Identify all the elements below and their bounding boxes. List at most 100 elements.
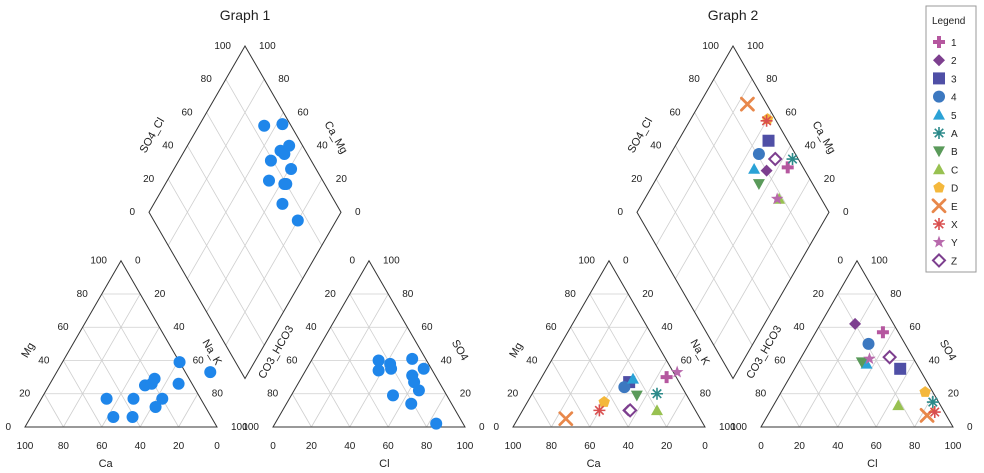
grid-line — [713, 178, 811, 346]
sample-anion-point — [372, 354, 385, 367]
legend-label-2: 2 — [951, 56, 957, 67]
tick-label: 80 — [201, 74, 213, 85]
tick-label: 80 — [689, 74, 701, 85]
grid-line — [551, 360, 591, 428]
series-5-cation-point — [627, 372, 639, 384]
tick-label: 100 — [719, 422, 736, 433]
tick-label: 60 — [669, 107, 681, 118]
tick-label: 20 — [661, 441, 673, 452]
legend-label-1: 1 — [951, 38, 957, 49]
legend-label-c: C — [951, 165, 958, 176]
grid-line — [101, 327, 160, 428]
tick-label: 40 — [623, 441, 635, 452]
series-1-anion-point — [876, 326, 889, 339]
series-e-diamond-point — [740, 96, 755, 112]
grid-line — [655, 79, 753, 246]
tick-label: 100 — [383, 256, 400, 267]
sample-cation-point — [156, 392, 169, 405]
tick-label: 0 — [617, 207, 623, 218]
tick-label: 0 — [214, 441, 220, 452]
series-y-anion-point — [863, 352, 876, 365]
tick-label: 0 — [702, 441, 708, 452]
tick-label: 40 — [317, 141, 329, 152]
tick-label: 100 — [945, 441, 962, 452]
grid-line — [779, 393, 800, 428]
legend-title: Legend — [932, 16, 965, 27]
tick-label: 60 — [96, 441, 108, 452]
tick-label: 60 — [421, 322, 433, 333]
graph-2-title: Graph 2 — [708, 7, 759, 23]
grid-line — [694, 112, 791, 279]
axis-title-so4: SO4 — [449, 338, 470, 363]
series-b-diamond-point — [752, 179, 765, 190]
tick-label: 0 — [843, 207, 849, 218]
legend-label-z: Z — [951, 256, 957, 267]
grid-line — [167, 79, 265, 246]
sample-diamond-point — [276, 197, 289, 210]
tick-label: 20 — [507, 389, 519, 400]
tick-label: 60 — [584, 441, 596, 452]
axis-title-so4: SO4 — [937, 338, 958, 363]
series-d-anion-point — [919, 386, 931, 397]
legend-marker-3 — [933, 72, 945, 85]
tick-label: 0 — [5, 422, 11, 433]
tick-label: 20 — [824, 174, 836, 185]
series-z-cation-point — [622, 402, 638, 418]
tick-label: 40 — [661, 322, 673, 333]
axis-title-cl: Cl — [867, 458, 877, 470]
tick-label: 40 — [344, 441, 356, 452]
grid-line — [837, 327, 896, 428]
tick-label: 80 — [766, 74, 778, 85]
sample-diamond-point — [264, 154, 277, 167]
tick-label: 20 — [948, 389, 960, 400]
tick-label: 60 — [193, 355, 205, 366]
grid-line — [82, 327, 141, 428]
cation-triangle-frame — [24, 259, 218, 428]
sample-anion-point — [387, 389, 399, 402]
series-4-anion-point — [862, 337, 875, 350]
tick-label: 20 — [19, 389, 31, 400]
grid-line — [43, 393, 64, 428]
tick-label: 0 — [135, 256, 141, 267]
sample-diamond-point — [278, 177, 291, 190]
axis-title-mg: Mg — [19, 341, 37, 360]
series-3-anion-point — [894, 362, 907, 375]
grid-line — [799, 360, 839, 428]
tick-label: 60 — [286, 355, 298, 366]
grid-line — [713, 79, 811, 246]
grid-line — [349, 327, 408, 428]
anion-triangle-frame — [760, 259, 954, 428]
series-x-diamond-point — [760, 114, 773, 127]
sample-cation-point — [127, 392, 140, 405]
legend-marker-c — [933, 163, 945, 175]
legend-label-a: A — [951, 129, 958, 140]
series-1-diamond-point — [781, 161, 794, 174]
series-c-cation-point — [651, 404, 663, 416]
grid-line — [330, 327, 389, 428]
sample-anion-point — [405, 397, 418, 410]
tick-label: 20 — [460, 389, 472, 400]
tick-label: 20 — [325, 289, 337, 300]
sample-diamond-point — [258, 119, 271, 132]
tick-label: 60 — [681, 355, 693, 366]
tick-label: 40 — [305, 322, 317, 333]
sample-cation-point — [172, 377, 185, 390]
tick-label: 40 — [162, 141, 174, 152]
legend-marker-y — [932, 235, 946, 248]
sample-cation-point — [148, 372, 161, 385]
tick-label: 100 — [702, 41, 719, 52]
legend-label-x: X — [951, 220, 958, 231]
grid-line — [531, 393, 552, 428]
tick-label: 80 — [278, 74, 290, 85]
tick-label: 20 — [306, 441, 318, 452]
series-a-diamond-point — [786, 153, 799, 166]
tick-label: 20 — [336, 174, 348, 185]
sample-diamond-point — [276, 118, 289, 131]
tick-label: 20 — [143, 174, 155, 185]
tick-label: 20 — [642, 289, 654, 300]
tick-label: 60 — [909, 322, 921, 333]
axis-title-cl: Cl — [379, 458, 389, 470]
series-z-anion-point — [882, 349, 898, 365]
